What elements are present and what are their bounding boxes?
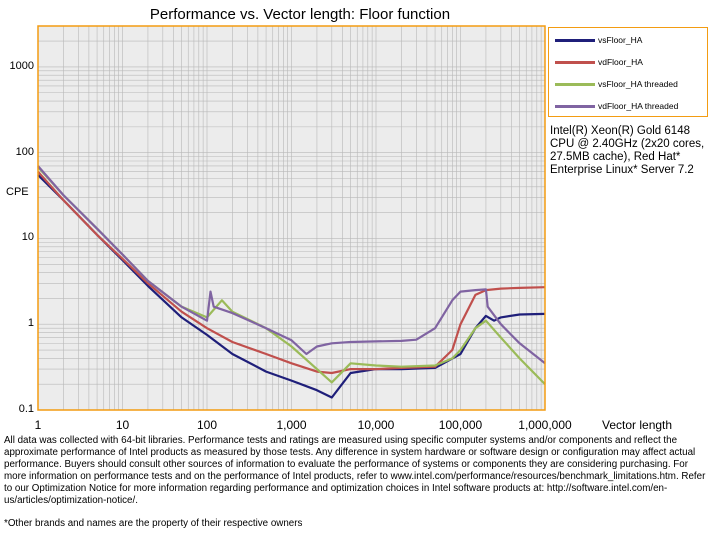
x-tick-label: 100 bbox=[196, 418, 218, 432]
x-tick-label: 1,000 bbox=[276, 418, 307, 432]
legend-item: vdFloor_HA threaded bbox=[555, 99, 678, 113]
x-tick-label: 100,000 bbox=[438, 418, 483, 432]
legend-swatch bbox=[555, 38, 595, 42]
legend-label: vdFloor_HA threaded bbox=[598, 101, 679, 111]
series-line-vdfloor-ha-threaded bbox=[37, 165, 546, 365]
x-tick-label: 1 bbox=[34, 418, 42, 432]
series-line-vdfloor-ha bbox=[37, 170, 546, 375]
legend-swatch bbox=[555, 104, 595, 108]
plot-border bbox=[37, 25, 546, 411]
legend-swatch bbox=[555, 60, 595, 64]
y-tick-label: 1000 bbox=[9, 59, 34, 72]
legend-label: vsFloor_HA bbox=[598, 35, 643, 45]
y-axis-label: CPE bbox=[6, 186, 29, 198]
y-tick-label: 100 bbox=[15, 145, 34, 158]
legend-item: vsFloor_HA threaded bbox=[555, 77, 678, 91]
chart-title: Performance vs. Vector length: Floor fun… bbox=[149, 6, 451, 23]
legend-label: vdFloor_HA bbox=[598, 57, 643, 67]
x-tick-label: 10 bbox=[115, 418, 130, 432]
legend-label: vsFloor_HA threaded bbox=[598, 79, 678, 89]
x-tick-label: 10,000 bbox=[357, 418, 395, 432]
legend-swatch bbox=[555, 82, 595, 86]
y-tick-label: 0.1 bbox=[18, 403, 34, 415]
x-axis-label: Vector length bbox=[602, 418, 673, 432]
disclaimer-text: All data was collected with 64-bit libra… bbox=[4, 435, 706, 506]
y-tick-label: 10 bbox=[21, 231, 34, 244]
legend-item: vsFloor_HA bbox=[555, 33, 642, 47]
series-line-vsfloor-ha bbox=[37, 174, 546, 399]
chart-canvas bbox=[37, 25, 546, 411]
y-tick-label: 1 bbox=[27, 317, 34, 330]
trademark-footnote: *Other brands and names are the property… bbox=[4, 518, 303, 529]
legend-item: vdFloor_HA bbox=[555, 55, 643, 69]
legend: vsFloor_HA vdFloor_HA vsFloor_HA threaded v… bbox=[548, 27, 708, 117]
x-tick-label: 1,000,000 bbox=[518, 418, 572, 432]
series-layer bbox=[37, 165, 546, 399]
grid-lines bbox=[37, 25, 545, 411]
cpu-note: Intel(R) Xeon(R) Gold 6148 CPU @ 2.40GHz… bbox=[550, 125, 705, 176]
